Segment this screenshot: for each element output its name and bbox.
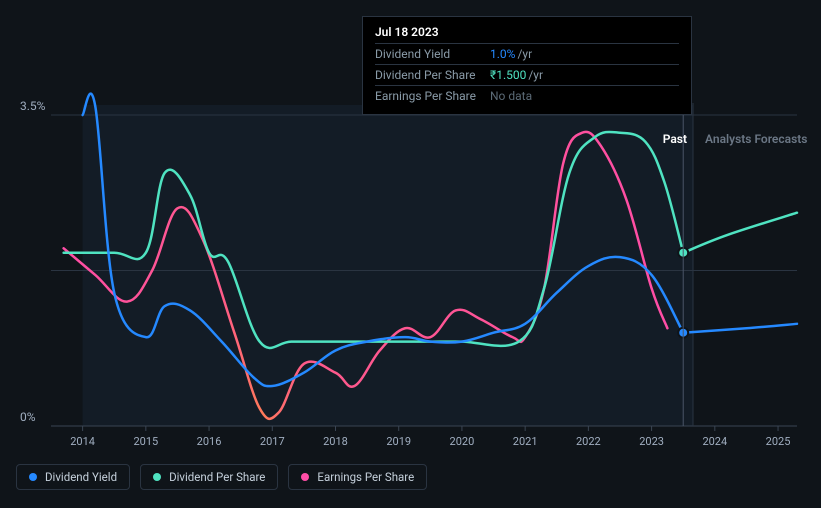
x-axis-label: 2014 [70,435,95,448]
x-axis-label: 2015 [133,435,158,448]
x-axis-label: 2025 [766,435,791,448]
chart-container: 3.5% 0% 2014 2015 2016 2017 2018 2019 2020 2021 2… [0,0,821,508]
legend-dot-icon [301,473,309,481]
x-axis-label: 2021 [513,435,538,448]
tooltip-date: Jul 18 2023 [375,25,679,43]
tooltip-row: Earnings Per ShareNo data [375,85,679,106]
yield-forecast-line [683,324,797,333]
x-axis-label: 2024 [702,435,727,448]
legend-item[interactable]: Dividend Yield [16,464,130,490]
chart-tooltip: Jul 18 2023 Dividend Yield1.0% /yrDivide… [362,16,692,115]
tooltip-row-label: Earnings Per Share [375,89,490,103]
tooltip-row-value: 1.0% [490,47,515,61]
x-axis-label: 2020 [450,435,475,448]
forecast-section-label: Analysts Forecasts [705,132,807,146]
x-axis-label: 2019 [386,435,411,448]
legend-item[interactable]: Dividend Per Share [140,464,278,490]
y-axis-label: 0% [20,410,36,424]
x-axis-label: 2022 [576,435,601,448]
legend-dot-icon [29,473,37,481]
tooltip-row-label: Dividend Per Share [375,68,490,82]
x-axis-label: 2023 [639,435,664,448]
tooltip-row-value: ₹1.500 [490,68,526,82]
tooltip-row: Dividend Per Share₹1.500 /yr [375,64,679,85]
legend-item[interactable]: Earnings Per Share [288,464,427,490]
legend: Dividend Yield Dividend Per Share Earnings… [16,464,427,490]
dps-forecast-line [683,213,797,253]
legend-label: Earnings Per Share [317,470,414,484]
past-section-label: Past [663,132,687,146]
tooltip-row-unit: /yr [528,68,543,82]
x-axis-label: 2016 [197,435,222,448]
x-axis-label: 2017 [260,435,285,448]
legend-label: Dividend Per Share [169,470,265,484]
legend-label: Dividend Yield [45,470,117,484]
y-axis-label: 3.5% [20,99,45,113]
x-axis-label: 2018 [323,435,348,448]
tooltip-row-unit: /yr [517,47,532,61]
tooltip-row-label: Dividend Yield [375,47,490,61]
tooltip-row: Dividend Yield1.0% /yr [375,43,679,64]
legend-dot-icon [153,473,161,481]
tooltip-row-nodata: No data [490,89,532,103]
